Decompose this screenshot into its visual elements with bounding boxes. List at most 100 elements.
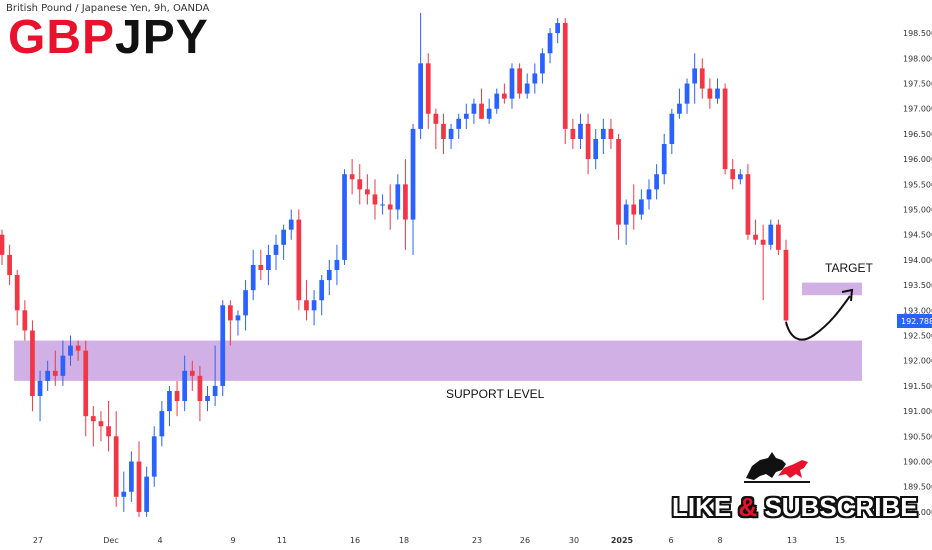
candle-body (288, 219, 294, 230)
candle (699, 58, 705, 99)
candle (349, 159, 355, 195)
candle (106, 401, 111, 452)
candle-body (760, 239, 766, 245)
candle-body (372, 194, 378, 205)
candle-body (479, 103, 484, 119)
candle (715, 78, 720, 104)
candle-body (205, 396, 210, 402)
candle-body (722, 88, 728, 170)
price-tick-label: 193.000 (903, 306, 932, 315)
candle-body (266, 254, 271, 270)
time-axis[interactable]: 27 Dec 4 9 11 16 18 2025 23 26 30 6 8 13 15 (33, 536, 845, 545)
candle (52, 350, 58, 386)
candle-body (7, 254, 12, 276)
candle (197, 365, 203, 422)
target-zone (802, 282, 862, 296)
candle (364, 174, 370, 205)
candle-body (410, 128, 416, 220)
candle-body (106, 426, 111, 437)
candle (0, 229, 5, 265)
candle (75, 340, 81, 361)
candle (319, 275, 325, 316)
candle-body (456, 118, 462, 129)
time-tick-label: 23 (472, 536, 482, 545)
price-axis[interactable]: 198.500 198.000 197.500 197.000 196.500 196.0… (897, 29, 932, 517)
candle (167, 385, 172, 427)
candle-body (616, 138, 621, 225)
candle-body (593, 138, 599, 160)
candle-body (30, 330, 35, 396)
candle (456, 113, 462, 139)
candle (129, 451, 134, 502)
candle (227, 300, 233, 346)
candle (783, 239, 789, 326)
instrument-info: British Pound / Japanese Yen, 9h, OANDA (6, 3, 210, 14)
candle-body (68, 345, 73, 356)
candle-body (380, 204, 385, 206)
time-tick-label: 30 (569, 536, 579, 545)
candle (205, 385, 210, 412)
candle-body (532, 73, 538, 84)
candle-body (90, 416, 96, 422)
candle-body (669, 113, 675, 144)
candle (722, 83, 728, 175)
candle (380, 194, 385, 215)
candle-body (677, 103, 682, 114)
candle-body (661, 144, 667, 175)
bull-and-bear-icon (744, 452, 810, 483)
price-tick-label: 191.000 (903, 407, 932, 416)
price-tick-label: 192.000 (903, 357, 932, 366)
candle-body (250, 264, 256, 291)
candle-body (715, 88, 720, 99)
candle (540, 48, 545, 84)
candle (509, 63, 515, 109)
candle (517, 63, 522, 99)
candle-body (151, 436, 157, 477)
time-tick-label: 11 (277, 536, 287, 545)
candle-body (623, 204, 629, 225)
candle-body (220, 305, 226, 386)
candle-body (494, 93, 500, 109)
candle (486, 98, 492, 124)
candle-body (403, 184, 408, 220)
candle (288, 209, 294, 240)
candle (532, 63, 538, 94)
candle (30, 320, 35, 412)
time-tick-label: 27 (33, 536, 43, 545)
candle (296, 209, 302, 311)
candle (494, 88, 500, 114)
candle (479, 88, 484, 119)
candle-body (113, 436, 119, 497)
candle (334, 244, 340, 286)
candle-body (75, 345, 81, 351)
candle-body (547, 33, 553, 54)
candle-body (639, 199, 644, 215)
candle-body (174, 390, 180, 402)
pair-quote: JPY (115, 11, 209, 64)
candle (121, 471, 127, 512)
target-label: TARGET (825, 261, 873, 275)
candle-body (227, 305, 233, 321)
candle-body (364, 189, 370, 195)
candle (639, 189, 644, 220)
price-tick-label: 190.500 (903, 432, 932, 441)
candle (616, 133, 621, 240)
candle (585, 113, 591, 175)
candle (654, 164, 659, 200)
candle-body (578, 123, 583, 139)
pair-title: GBPJPY (8, 14, 209, 62)
candle-body (129, 461, 134, 492)
candle-body (296, 219, 302, 301)
candle (387, 184, 393, 230)
price-tick-label: 196.000 (903, 155, 932, 164)
support-zone-rect (14, 340, 862, 381)
candle (418, 12, 424, 139)
candle (273, 234, 279, 270)
candle-body (212, 385, 218, 396)
candle (189, 360, 195, 391)
candle (403, 159, 408, 250)
candle-body (45, 370, 51, 381)
price-tick-label: 197.000 (903, 105, 932, 114)
candle-body (342, 174, 347, 260)
